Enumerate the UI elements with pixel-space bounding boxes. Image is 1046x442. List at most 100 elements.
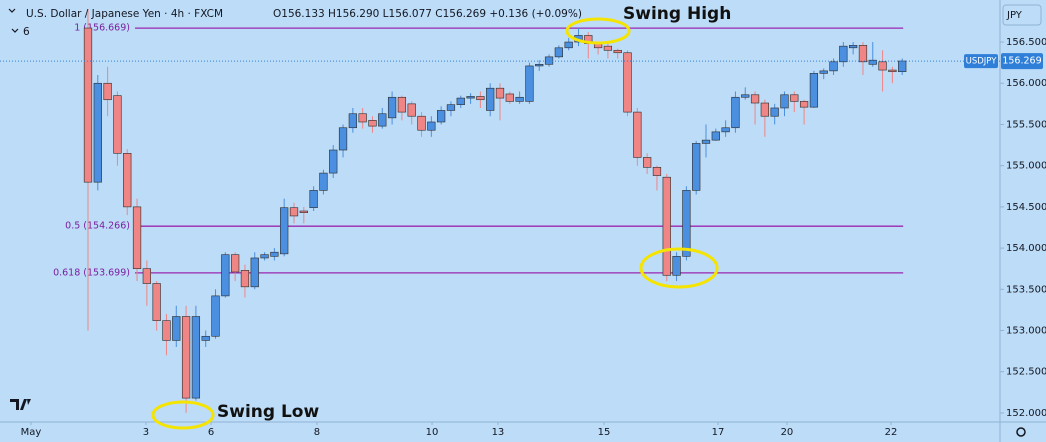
y-tick-label: 155.000 [1006,161,1046,172]
y-tick-label: 156.500 [1006,37,1046,48]
y-tick-label: 153.000 [1006,326,1046,337]
indicator-toggle[interactable] [11,28,19,33]
candle-body [633,111,642,158]
candle-body [868,59,877,65]
candle-body [652,167,662,176]
candle-body [417,115,426,131]
candle-body [701,139,711,144]
candle-body [662,176,671,276]
candle-body [93,82,102,183]
candle-body [270,251,279,257]
candle-body [731,96,740,129]
candle-body [692,143,701,191]
candle-body [191,316,201,399]
candle-body [839,45,848,63]
ohlc: O156.133 H156.290 L156.077 C156.269 +0.1… [273,8,582,20]
candle-body [368,120,377,127]
x-tick-label: 10 [426,427,439,438]
candle-body [888,69,897,73]
y-tick-label: 154.000 [1006,243,1046,254]
candle-body [338,127,348,151]
candle-body [319,172,328,191]
candle-body [378,113,387,127]
candle-body [780,94,789,109]
candle-body [250,257,259,288]
x-tick-label: 13 [492,427,505,438]
candle-body [623,52,632,113]
candle-body [476,96,485,101]
candle-body [231,254,240,273]
y-tick-label: 152.000 [1006,408,1046,419]
candle-body [113,95,122,154]
fib-label: 1 (156.669) [74,23,130,34]
settings-icon[interactable] [1016,427,1026,437]
currency-button[interactable] [1002,4,1042,26]
candle-body [240,270,250,288]
candle-body [799,101,809,108]
candle-body [299,210,308,213]
annotation: Swing High [623,4,731,24]
candle-body [456,97,465,105]
price-label: 156.269 [1002,56,1041,67]
candle-body [427,121,436,131]
candle-body [407,103,416,117]
candle-body [849,45,858,49]
x-tick-label: 22 [885,427,898,438]
highlight-ellipse [639,247,719,289]
candle-body [446,104,456,111]
candle-body [554,47,563,58]
fib-label: 0.5 (154.266) [65,221,130,232]
candle-body [525,65,534,102]
candle-body [466,96,475,99]
candle-body [809,73,819,108]
candle-body [495,87,505,99]
logo[interactable] [10,399,31,410]
candle-body [142,268,151,284]
candle-body [397,96,407,113]
currency[interactable]: JPY [1006,10,1023,21]
candle-body [505,93,514,102]
candle-body [878,61,887,71]
fib-label: 0.618 (153.699) [53,267,130,278]
price-tag [1001,53,1043,70]
chart-title: U.S. Dollar / Japanese Yen · 4h · FXCM [26,8,223,20]
overlay: U.S. Dollar / Japanese Yen · 4h · FXCM O… [8,4,1042,437]
candle-body [564,41,573,49]
candle-body [819,70,828,74]
candle-body [162,320,171,341]
candle-body [603,45,613,51]
candle-body [181,316,191,399]
candle-body [790,94,799,102]
candle-body [309,190,318,209]
candle-body [437,110,446,123]
candle-body [387,96,397,119]
candle-body [358,113,367,123]
candle-body [535,63,544,67]
highlight-ellipse [151,400,215,430]
indicator-count[interactable]: 6 [23,26,30,38]
collapse-icon[interactable] [8,8,16,13]
candle-body [750,94,760,104]
y-tick-label: 154.500 [1006,202,1046,213]
x-tick-label: 17 [712,427,725,438]
candle-body [486,87,495,111]
candle-body [898,60,907,73]
candle-body [83,27,93,183]
x-tick-label: 8 [314,427,320,438]
candle-body [289,207,299,217]
candle-body [201,335,210,341]
x-tick-label: May [21,427,42,438]
candle-body [280,207,289,255]
candle-body [829,61,838,72]
candle-body [672,256,681,276]
candle-body [172,316,181,341]
x-tick-label: 3 [143,427,149,438]
plot: 152.000 152.500 153.000 153.500 154.000 154.5… [0,9,1046,438]
candle-body [858,45,868,63]
candle-body [103,82,112,101]
candle-body [711,131,720,141]
candle-body [682,190,691,257]
y-tick-label: 155.500 [1006,119,1046,130]
